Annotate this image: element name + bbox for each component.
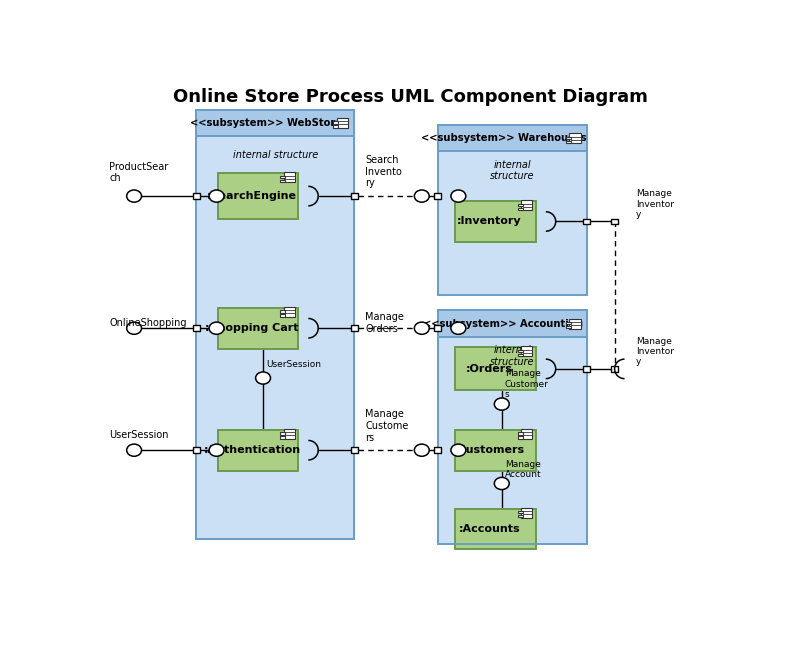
Bar — [566, 322, 571, 324]
Bar — [334, 125, 338, 127]
Bar — [350, 325, 358, 331]
Bar — [350, 447, 358, 453]
Bar — [518, 203, 522, 206]
Circle shape — [494, 477, 509, 490]
Text: :Accounts: :Accounts — [458, 524, 520, 534]
Bar — [583, 366, 590, 372]
Bar — [518, 436, 522, 439]
Text: :Shopping Cart: :Shopping Cart — [205, 323, 298, 333]
Bar — [196, 110, 354, 539]
Bar — [518, 515, 522, 517]
Circle shape — [414, 190, 430, 202]
Bar — [518, 354, 522, 356]
Circle shape — [451, 322, 466, 335]
Circle shape — [494, 398, 509, 410]
Text: UserSession: UserSession — [110, 430, 169, 440]
Bar — [611, 366, 618, 372]
Bar — [280, 180, 285, 182]
Bar — [280, 176, 285, 178]
Bar — [280, 314, 285, 317]
Bar — [350, 193, 358, 199]
Bar — [337, 118, 348, 128]
Text: internal
structure: internal structure — [490, 160, 534, 182]
Text: <<subsystem>> Warehouses: <<subsystem>> Warehouses — [421, 133, 586, 143]
Text: :Authentication: :Authentication — [203, 446, 301, 455]
Bar — [284, 172, 295, 182]
Bar — [521, 429, 532, 439]
Bar — [193, 193, 199, 199]
Bar — [196, 110, 354, 539]
Text: Manage
Inventor
y: Manage Inventor y — [636, 189, 674, 219]
Bar — [455, 509, 536, 549]
Bar — [566, 141, 571, 143]
Bar — [566, 326, 571, 328]
Bar — [280, 432, 285, 434]
Circle shape — [414, 444, 430, 456]
Bar — [218, 430, 298, 471]
Circle shape — [451, 444, 466, 456]
Text: :Customers: :Customers — [454, 446, 525, 455]
Bar — [280, 436, 285, 439]
Bar — [583, 218, 590, 224]
Circle shape — [126, 190, 142, 202]
Bar — [193, 447, 199, 453]
Bar — [570, 133, 581, 143]
Bar — [218, 308, 298, 348]
Text: internal structure: internal structure — [233, 150, 318, 160]
Text: internal
structure: internal structure — [490, 345, 534, 367]
Bar — [438, 125, 586, 151]
Bar — [284, 307, 295, 317]
Circle shape — [126, 322, 142, 335]
Text: Manage
Orders: Manage Orders — [366, 312, 404, 334]
Circle shape — [256, 372, 270, 384]
Text: ProductSear
ch: ProductSear ch — [110, 162, 169, 183]
Bar — [518, 208, 522, 210]
Bar — [455, 347, 536, 391]
Bar — [438, 125, 586, 295]
Bar — [521, 346, 532, 356]
Text: Manage
Account: Manage Account — [505, 460, 542, 479]
Bar — [521, 200, 532, 211]
Text: Manage
Customer
s: Manage Customer s — [505, 369, 549, 399]
Circle shape — [126, 444, 142, 456]
Text: Search
Invento
ry: Search Invento ry — [366, 155, 402, 189]
Bar — [438, 125, 586, 295]
Circle shape — [209, 444, 224, 456]
Circle shape — [209, 190, 224, 202]
Bar — [438, 310, 586, 337]
Bar — [284, 429, 295, 439]
Bar — [570, 319, 581, 329]
Bar — [434, 193, 442, 199]
Bar — [438, 310, 586, 544]
Bar — [518, 511, 522, 513]
Bar — [193, 325, 199, 331]
Circle shape — [209, 322, 224, 335]
Text: <<subsystem>> Accounting: <<subsystem>> Accounting — [423, 319, 583, 329]
Bar — [455, 430, 536, 471]
Bar — [434, 325, 442, 331]
Bar — [438, 310, 586, 544]
Bar — [218, 173, 298, 219]
Circle shape — [451, 190, 466, 202]
Text: :SearchEngine: :SearchEngine — [207, 191, 297, 201]
Bar — [455, 201, 536, 242]
Text: Online Store Process UML Component Diagram: Online Store Process UML Component Diagr… — [173, 88, 647, 106]
Bar — [521, 508, 532, 517]
Bar — [334, 121, 338, 123]
Text: UserSession: UserSession — [266, 360, 321, 369]
Text: :Inventory: :Inventory — [457, 216, 522, 226]
Bar — [434, 447, 442, 453]
Bar — [280, 310, 285, 313]
Bar — [611, 218, 618, 224]
Circle shape — [414, 322, 430, 335]
Text: Manage
Inventor
y: Manage Inventor y — [636, 337, 674, 366]
Bar — [196, 110, 354, 136]
Text: <<subsystem>> WebStore: <<subsystem>> WebStore — [190, 118, 342, 128]
Text: Manage
Custome
rs: Manage Custome rs — [366, 409, 409, 443]
Bar — [566, 137, 571, 139]
Bar — [518, 432, 522, 434]
Text: :Orders: :Orders — [466, 364, 513, 374]
Text: OnlineShopping: OnlineShopping — [110, 318, 187, 328]
Bar — [518, 350, 522, 352]
